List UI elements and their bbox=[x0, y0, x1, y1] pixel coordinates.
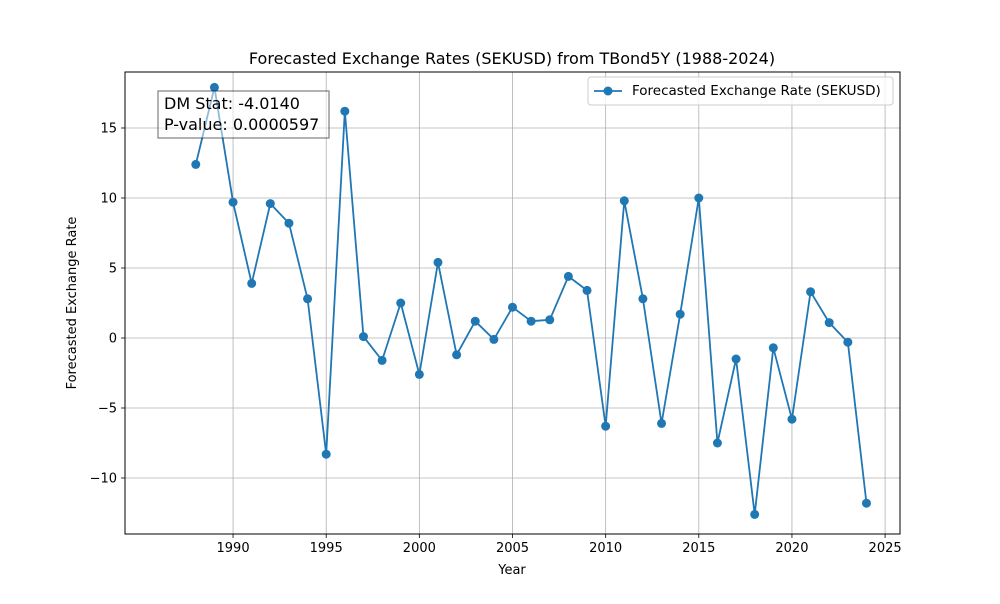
data-point bbox=[731, 354, 741, 364]
data-point bbox=[321, 449, 331, 459]
data-point bbox=[489, 334, 499, 344]
data-point bbox=[452, 350, 462, 360]
data-point bbox=[806, 287, 816, 297]
data-point bbox=[433, 257, 443, 267]
data-point bbox=[694, 193, 704, 203]
y-tick-label: 5 bbox=[109, 262, 117, 277]
y-tick-label: 15 bbox=[100, 122, 117, 137]
series-line bbox=[194, 86, 868, 516]
data-point bbox=[601, 421, 611, 431]
series-layer bbox=[191, 82, 871, 519]
x-tick-label: 2010 bbox=[589, 541, 622, 556]
y-tick-label: −5 bbox=[98, 402, 117, 417]
data-point bbox=[843, 337, 853, 347]
y-tick-label: 10 bbox=[100, 192, 117, 207]
y-axis-ticks: −10 −5 0 5 10 15 bbox=[90, 122, 125, 487]
data-point bbox=[209, 82, 219, 92]
data-point bbox=[284, 218, 294, 228]
data-point bbox=[545, 315, 555, 325]
data-point bbox=[358, 332, 368, 342]
x-tick-label: 2015 bbox=[682, 541, 715, 556]
data-point bbox=[508, 302, 517, 312]
data-point bbox=[414, 369, 424, 379]
data-point bbox=[675, 309, 685, 319]
data-point bbox=[303, 294, 313, 304]
y-axis-label: Forecasted Exchange Rate bbox=[65, 217, 80, 390]
data-point bbox=[526, 316, 536, 326]
data-point bbox=[247, 278, 257, 288]
data-point bbox=[750, 509, 760, 519]
data-point bbox=[787, 414, 797, 424]
dm-stat-annotation: DM Stat: -4.0140 P-value: 0.0000597 bbox=[157, 90, 330, 139]
y-tick-label: −10 bbox=[90, 472, 117, 487]
x-axis-label: Year bbox=[497, 563, 526, 578]
dm-stat-text: DM Stat: -4.0140 bbox=[164, 94, 300, 113]
data-point bbox=[824, 318, 834, 328]
data-point bbox=[768, 343, 778, 353]
y-tick-label: 0 bbox=[109, 332, 117, 347]
data-point bbox=[265, 199, 275, 209]
data-point bbox=[712, 438, 722, 448]
legend-entry-label: Forecasted Exchange Rate (SEKUSD) bbox=[632, 83, 881, 99]
data-point bbox=[563, 271, 573, 281]
p-value-text: P-value: 0.0000597 bbox=[164, 115, 319, 134]
data-point bbox=[228, 197, 238, 207]
grid-lines bbox=[125, 72, 900, 534]
legend: Forecasted Exchange Rate (SEKUSD) bbox=[587, 76, 894, 106]
data-point bbox=[582, 285, 592, 295]
x-tick-label: 2005 bbox=[496, 541, 529, 556]
x-tick-label: 2000 bbox=[403, 541, 436, 556]
x-tick-label: 2020 bbox=[775, 541, 808, 556]
data-point bbox=[619, 196, 629, 206]
x-tick-label: 1990 bbox=[217, 541, 250, 556]
data-point bbox=[638, 294, 648, 304]
data-point bbox=[470, 316, 480, 326]
x-tick-label: 2025 bbox=[869, 541, 902, 556]
x-tick-label: 1995 bbox=[310, 541, 343, 556]
chart-title: Forecasted Exchange Rates (SEKUSD) from … bbox=[249, 49, 775, 68]
data-point bbox=[377, 355, 387, 365]
data-point bbox=[396, 298, 406, 308]
data-point bbox=[861, 498, 871, 508]
x-axis-ticks: 1990 1995 2000 2005 2010 2015 2020 2025 bbox=[217, 534, 902, 556]
data-point bbox=[657, 418, 667, 428]
data-point bbox=[340, 106, 350, 116]
data-point bbox=[191, 159, 201, 169]
legend-marker-swatch bbox=[603, 86, 613, 96]
